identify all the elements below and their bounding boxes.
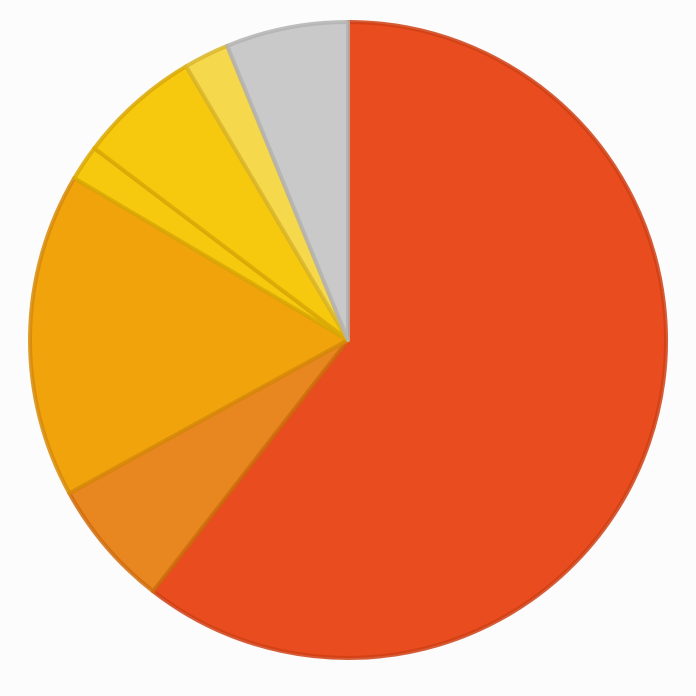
pie-chart [0, 0, 696, 696]
pie-chart-container [0, 0, 696, 696]
